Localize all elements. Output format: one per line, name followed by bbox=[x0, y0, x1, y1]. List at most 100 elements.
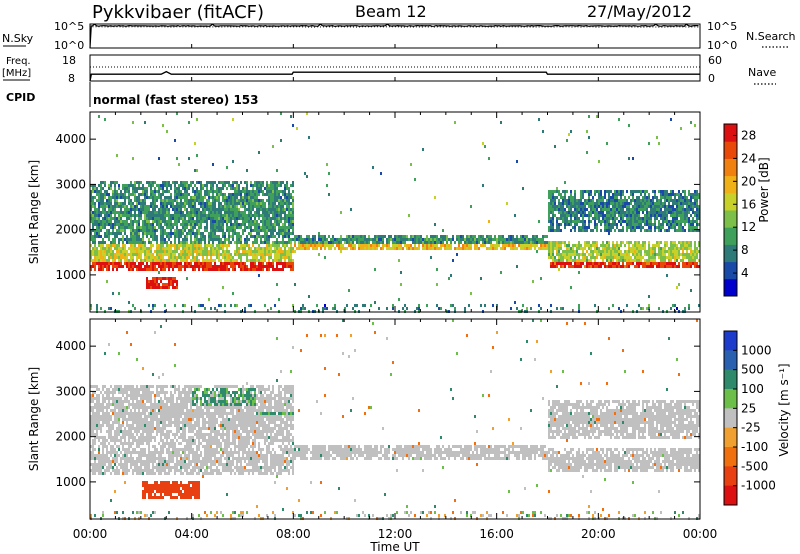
heat-cell bbox=[138, 244, 140, 247]
heat-cell bbox=[122, 247, 124, 250]
heat-cell bbox=[136, 256, 138, 259]
heat-cell bbox=[170, 247, 172, 250]
heat-cell bbox=[474, 238, 476, 241]
heat-cell bbox=[202, 253, 204, 256]
heat-cell bbox=[646, 265, 648, 268]
heat-cell bbox=[246, 238, 248, 241]
heat-cell bbox=[596, 247, 598, 250]
heat-cell bbox=[278, 253, 280, 256]
heat-cell bbox=[436, 235, 438, 238]
heat-cell bbox=[478, 241, 480, 244]
heat-cell bbox=[626, 259, 628, 262]
heat-cell bbox=[92, 241, 94, 244]
heat-cell bbox=[500, 241, 502, 244]
heat-cell bbox=[232, 292, 234, 295]
heat-cell bbox=[608, 226, 610, 229]
heat-cell bbox=[94, 256, 96, 259]
heat-cell bbox=[396, 241, 398, 244]
heat-cell bbox=[436, 238, 438, 241]
heat-cell bbox=[224, 250, 226, 253]
freq-label: Freq. bbox=[6, 56, 31, 67]
heat-cell bbox=[170, 223, 172, 226]
heat-cell bbox=[362, 304, 364, 307]
heat-cell bbox=[644, 199, 646, 202]
heat-cell bbox=[600, 250, 602, 253]
heat-cell bbox=[548, 205, 550, 208]
heat-cell bbox=[264, 226, 266, 229]
heat-cell bbox=[104, 193, 106, 196]
heat-cell bbox=[636, 262, 638, 265]
heat-cell bbox=[574, 223, 576, 226]
heat-cell bbox=[432, 244, 434, 247]
heat-cell bbox=[116, 235, 118, 238]
heat-cell bbox=[630, 223, 632, 226]
heat-cell bbox=[236, 247, 238, 250]
heat-cell bbox=[192, 208, 194, 211]
heat-cell bbox=[392, 307, 394, 310]
heat-cell bbox=[178, 196, 180, 199]
heat-cell bbox=[228, 205, 230, 208]
heat-cell bbox=[636, 190, 638, 193]
heat-cell bbox=[610, 190, 612, 193]
heat-cell bbox=[458, 244, 460, 247]
heat-cell bbox=[276, 211, 278, 214]
heat-cell bbox=[286, 256, 288, 259]
heat-cell bbox=[628, 265, 630, 268]
heat-cell bbox=[146, 217, 148, 220]
heat-cell bbox=[576, 199, 578, 202]
heat-cell bbox=[276, 259, 278, 262]
heat-cell bbox=[696, 214, 698, 217]
heat-cell bbox=[614, 220, 616, 223]
heat-cell bbox=[614, 196, 616, 199]
heat-cell bbox=[450, 274, 452, 277]
heat-cell bbox=[450, 241, 452, 244]
heat-cell bbox=[218, 208, 220, 211]
heat-cell bbox=[210, 214, 212, 217]
heat-cell bbox=[228, 193, 230, 196]
heat-cell bbox=[306, 175, 308, 178]
heat-cell bbox=[606, 241, 608, 244]
heat-cell bbox=[274, 235, 276, 238]
heat-cell bbox=[150, 283, 152, 286]
heat-cell bbox=[264, 193, 266, 196]
heat-cell bbox=[604, 265, 606, 268]
heat-cell bbox=[194, 235, 196, 238]
heat-cell bbox=[640, 199, 642, 202]
heat-cell bbox=[182, 220, 184, 223]
heat-cell bbox=[652, 247, 654, 250]
heat-cell bbox=[664, 247, 666, 250]
heat-cell bbox=[110, 220, 112, 223]
heat-cell bbox=[672, 244, 674, 247]
heat-cell bbox=[262, 199, 264, 202]
heat-cell bbox=[176, 208, 178, 211]
heat-cell bbox=[210, 223, 212, 226]
nsky-label: N.Sky bbox=[2, 32, 34, 45]
heat-cell bbox=[254, 205, 256, 208]
heat-cell bbox=[670, 223, 672, 226]
heat-cell bbox=[268, 262, 270, 265]
heat-cell bbox=[646, 253, 648, 256]
heat-cell bbox=[606, 208, 608, 211]
heat-cell bbox=[124, 202, 126, 205]
heat-cell bbox=[598, 253, 600, 256]
heat-cell bbox=[330, 247, 332, 250]
heat-cell bbox=[154, 214, 156, 217]
heat-cell bbox=[584, 241, 586, 244]
heat-cell bbox=[114, 193, 116, 196]
heat-cell bbox=[124, 184, 126, 187]
heat-cell bbox=[192, 199, 194, 202]
heat-cell bbox=[424, 241, 426, 244]
heat-cell bbox=[130, 241, 132, 244]
heat-cell bbox=[236, 262, 238, 265]
heat-cell bbox=[162, 187, 164, 190]
heat-cell bbox=[154, 187, 156, 190]
heat-cell bbox=[212, 199, 214, 202]
heat-cell bbox=[108, 187, 110, 190]
heat-cell bbox=[572, 253, 574, 256]
heat-cell bbox=[150, 184, 152, 187]
heat-cell bbox=[680, 211, 682, 214]
heat-cell bbox=[280, 208, 282, 211]
heat-cell bbox=[92, 454, 94, 457]
heat-cell bbox=[616, 250, 618, 253]
heat-cell bbox=[262, 229, 264, 232]
